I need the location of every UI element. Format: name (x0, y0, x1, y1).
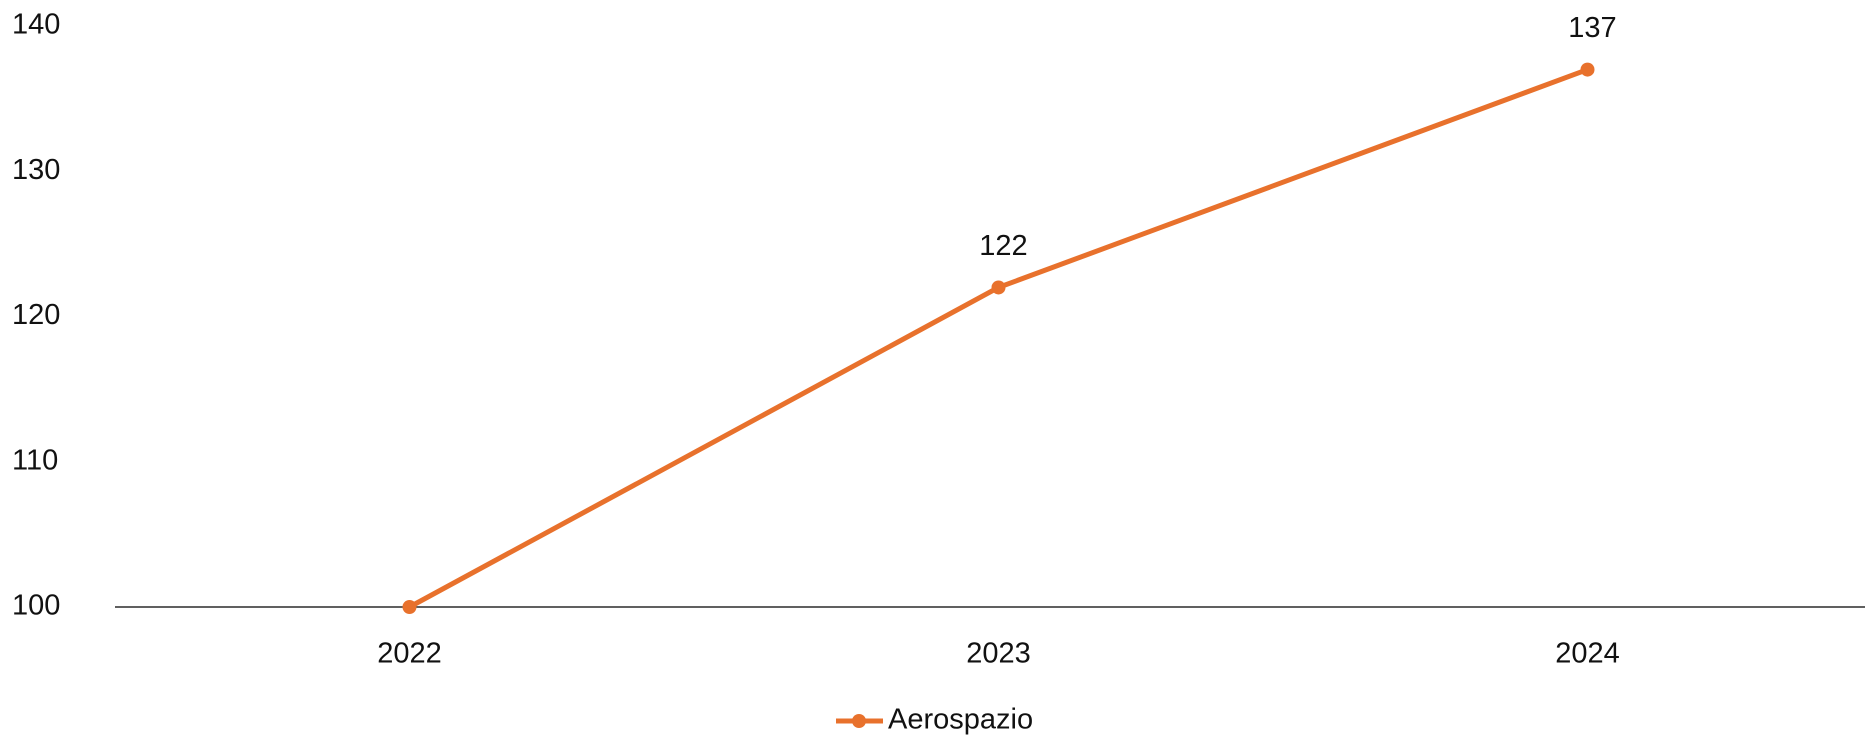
point (402, 600, 417, 614)
data-label: 122 (979, 230, 1027, 262)
line (408, 67, 1589, 610)
y-tick-label: 120 (12, 299, 60, 331)
x-tick-label: 2024 (1555, 638, 1620, 670)
legend-marker (852, 714, 866, 728)
x-tick-label: 2023 (966, 638, 1031, 670)
y-tick-label: 130 (12, 154, 60, 186)
y-tick-label: 140 (12, 9, 60, 41)
point (991, 280, 1006, 295)
y-tick-label: 110 (12, 444, 58, 476)
point (1580, 62, 1595, 77)
data-label: 137 (1568, 12, 1616, 44)
x-tick-label: 2022 (377, 638, 442, 670)
y-tick-label: 100 (12, 590, 60, 622)
legend-label: Aerospazio (888, 704, 1033, 736)
